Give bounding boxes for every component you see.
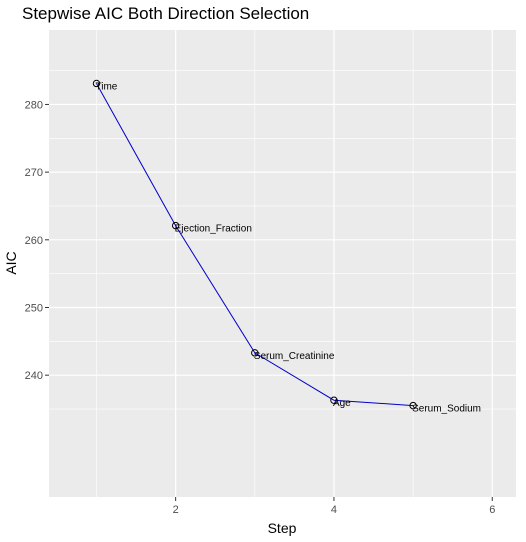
data-point [92, 79, 101, 88]
x-tick-label: 4 [331, 504, 337, 516]
data-point [251, 349, 259, 357]
point-label: Serum_Creatinine [254, 351, 335, 362]
chart-title: Stepwise AIC Both Direction Selection [22, 4, 309, 23]
y-axis-ticks: 240 250 260 270 280 [25, 99, 49, 382]
point-labels: Time Ejection_Fraction Serum_Creatinine Age… [95, 81, 481, 414]
y-axis-title: AIC [3, 251, 19, 274]
gridlines [49, 30, 516, 497]
data-point [409, 401, 417, 410]
point-label: Ejection_Fraction [175, 224, 252, 235]
y-tick-label: 270 [25, 167, 43, 179]
point-label: Age [333, 398, 351, 409]
point-label: Time [95, 81, 117, 92]
y-tick-label: 260 [25, 235, 43, 247]
y-tick-label: 280 [25, 99, 43, 111]
x-axis-title: Step [268, 520, 297, 536]
x-tick-label: 2 [173, 504, 179, 516]
y-tick-label: 250 [25, 302, 43, 314]
point-label: Serum_Sodium [412, 404, 481, 415]
x-tick-label: 6 [489, 504, 495, 516]
plot-panel [49, 30, 516, 497]
aic-series-line [96, 83, 414, 407]
y-tick-label: 240 [25, 370, 43, 382]
data-point [330, 396, 338, 404]
x-axis-ticks: 2 4 6 [173, 497, 495, 516]
data-point [171, 221, 180, 230]
data-points [92, 79, 417, 410]
